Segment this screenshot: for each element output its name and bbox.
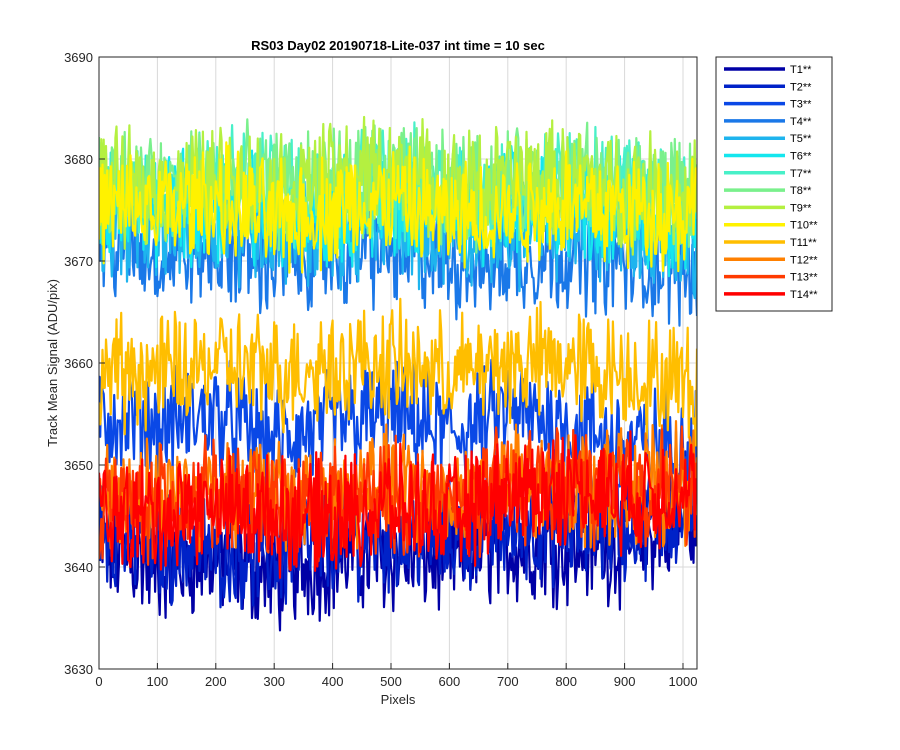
x-tick-label: 900 — [614, 674, 636, 689]
x-tick-label: 200 — [205, 674, 227, 689]
legend-label: T4** — [790, 116, 812, 128]
legend-label: T2** — [790, 81, 812, 93]
x-tick-label: 1000 — [669, 674, 698, 689]
legend-label: T14** — [790, 289, 818, 301]
series-line — [99, 141, 697, 274]
legend-label: T6** — [790, 151, 812, 163]
legend-label: T11** — [790, 237, 817, 249]
series-line — [99, 357, 697, 506]
series-line — [99, 430, 697, 579]
y-axis: 3630 3640 3650 3660 3670 3680 3690 — [64, 50, 105, 677]
legend-box — [715, 56, 833, 312]
x-axis-label: Pixels — [381, 692, 416, 707]
legend-label: T12** — [790, 254, 818, 266]
y-tick-label: 3680 — [64, 152, 93, 167]
x-tick-label: 700 — [497, 674, 519, 689]
legend-label: T8** — [790, 185, 812, 197]
x-tick-label: 400 — [322, 674, 344, 689]
y-tick-label: 3650 — [64, 458, 93, 473]
y-tick-label: 3640 — [64, 560, 93, 575]
x-axis: 0 100 200 300 400 500 600 700 800 900 1000 — [95, 663, 697, 689]
x-tick-label: 800 — [555, 674, 577, 689]
series-layer — [99, 115, 697, 632]
y-tick-label: 3670 — [64, 254, 93, 269]
legend-label: T13** — [790, 272, 818, 284]
legend-label: T3** — [790, 99, 812, 111]
y-tick-label: 3690 — [64, 50, 93, 65]
series-line — [99, 297, 697, 447]
legend: T1** T2** T3** T4** T5** T6** T7** T8** T9** T10*… — [715, 56, 833, 312]
y-axis-label: Track Mean Signal (ADU/pix) — [45, 279, 60, 447]
legend-label: T10** — [790, 220, 818, 232]
legend-label: T7** — [790, 168, 812, 180]
x-tick-label: 600 — [439, 674, 461, 689]
legend-label: T5** — [790, 133, 812, 145]
x-tick-label: 500 — [380, 674, 402, 689]
y-tick-label: 3660 — [64, 356, 93, 371]
x-tick-label: 0 — [95, 674, 102, 689]
x-tick-label: 300 — [263, 674, 285, 689]
x-tick-label: 100 — [147, 674, 169, 689]
y-tick-label: 3630 — [64, 662, 93, 677]
chart-title: RS03 Day02 20190718-Lite-037 int time = … — [251, 38, 545, 53]
legend-label: T1** — [790, 64, 812, 76]
legend-label: T9** — [790, 202, 812, 214]
